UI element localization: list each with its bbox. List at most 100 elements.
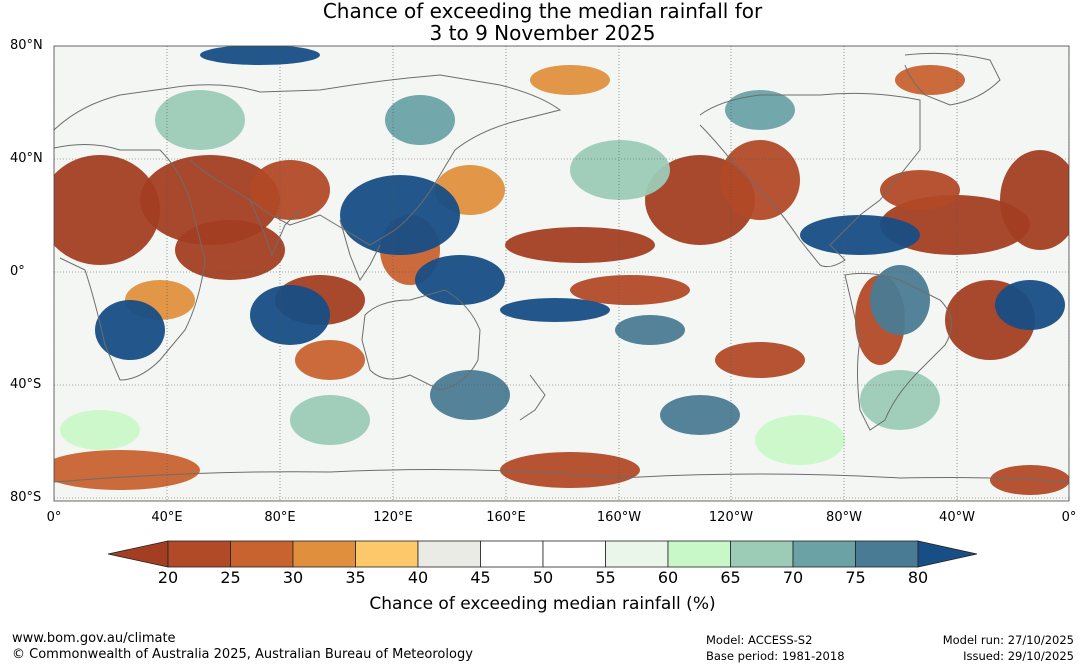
probability-region	[290, 395, 370, 445]
probability-region	[175, 220, 285, 280]
colorbar-segment	[292, 540, 356, 568]
coast-antarctica	[54, 469, 1069, 483]
colorbar-segment	[792, 540, 856, 568]
map-title: Chance of exceeding the median rainfall …	[0, 0, 1085, 44]
colorbar-tick-label: 60	[657, 568, 679, 587]
footer-model: Model: ACCESS-S2	[706, 633, 813, 647]
colorbar-tick-label: 55	[595, 568, 616, 587]
probability-region	[570, 140, 670, 200]
colorbar-tick-label: 65	[720, 568, 741, 587]
longitude-label: 40°E	[151, 510, 183, 525]
probability-region	[800, 215, 920, 255]
coast-south-america	[844, 272, 952, 431]
probability-region	[725, 90, 795, 130]
longitude-label: 0°	[46, 510, 62, 525]
probability-region	[250, 285, 330, 345]
colorbar-tick-label: 20	[157, 568, 179, 587]
coast-north-america	[699, 92, 921, 268]
longitude-label: 80°W	[826, 510, 862, 525]
probability-region	[570, 275, 690, 305]
probability-region	[60, 410, 140, 450]
colorbar-segment	[605, 540, 669, 568]
latitude-label: 80°N	[10, 38, 43, 53]
coast-india	[249, 199, 301, 257]
probability-region	[880, 170, 960, 210]
colorbar-high-arrow	[917, 540, 978, 568]
colorbar-tick-label: 75	[845, 568, 866, 587]
probability-region	[530, 65, 610, 95]
title-line-2: 3 to 9 November 2025	[429, 21, 656, 45]
latitude-label: 40°N	[10, 151, 43, 166]
colorbar-tick-label: 35	[345, 568, 366, 587]
footer-base-period: Base period: 1981-2018	[706, 649, 845, 663]
probability-region	[200, 46, 320, 65]
latitude-label: 40°S	[10, 377, 42, 392]
coast-greenland	[904, 52, 1001, 106]
colorbar-segment	[542, 540, 606, 568]
coast-se-asia	[339, 219, 381, 282]
footer-copyright: © Commonwealth of Australia 2025, Austra…	[12, 647, 473, 662]
colorbar-tick-label: 25	[220, 568, 241, 587]
probability-region	[54, 155, 160, 265]
colorbar-segment	[480, 540, 544, 568]
coast-africa	[54, 143, 206, 381]
map-plot-area	[54, 46, 1069, 501]
colorbar-tick-label: 80	[907, 568, 929, 587]
longitude-label: 120°E	[373, 510, 413, 525]
colorbar-segment	[355, 540, 419, 568]
coastlines	[54, 52, 1069, 483]
probability-region	[870, 265, 930, 335]
coast-australia	[361, 289, 481, 391]
probability-region	[155, 90, 245, 150]
colorbar	[107, 540, 978, 568]
colorbar-segment	[417, 540, 481, 568]
colorbar-tick-label: 70	[782, 568, 804, 587]
probability-region	[715, 342, 805, 378]
latitude-label: 80°S	[10, 490, 42, 505]
colorbar-segment	[167, 540, 231, 568]
longitude-label: 160°E	[486, 510, 526, 525]
probability-region	[990, 465, 1069, 495]
probability-region	[430, 370, 510, 420]
probability-region	[995, 280, 1065, 330]
colorbar-tick-label: 50	[532, 568, 554, 587]
colorbar-tick-label: 40	[407, 568, 429, 587]
longitude-label: 40°W	[939, 510, 975, 525]
colorbar-tick-label: 30	[282, 568, 304, 587]
probability-region	[860, 370, 940, 430]
coast-europe-asia	[54, 74, 562, 246]
title-line-1: Chance of exceeding the median rainfall …	[322, 0, 763, 23]
probability-region	[295, 340, 365, 380]
colorbar-tick-label: 45	[470, 568, 491, 587]
probability-region	[660, 395, 740, 435]
longitude-label: 160°W	[596, 510, 642, 525]
probability-region	[340, 175, 460, 255]
colorbar-segment	[667, 540, 731, 568]
probability-region	[500, 298, 610, 322]
colorbar-title: Chance of exceeding median rainfall (%)	[369, 594, 716, 614]
probability-region	[615, 315, 685, 345]
footer-model-run: Model run: 27/10/2025	[942, 633, 1074, 647]
colorbar-segment	[855, 540, 919, 568]
map-frame	[53, 45, 1070, 502]
probability-region	[1000, 150, 1069, 250]
footer-issued: Issued: 29/10/2025	[963, 649, 1074, 663]
probability-region	[385, 95, 455, 145]
probability-region	[755, 415, 845, 465]
graticule	[54, 46, 1069, 501]
probability-region	[95, 300, 165, 360]
colorbar-low-arrow	[107, 540, 169, 568]
probability-region	[54, 450, 200, 490]
footer-url: www.bom.gov.au/climate	[12, 631, 176, 646]
probability-region	[250, 160, 330, 220]
probability-region	[505, 227, 655, 263]
probability-regions	[54, 46, 1069, 495]
longitude-label: 120°W	[708, 510, 754, 525]
longitude-label: 80°E	[264, 510, 296, 525]
longitude-label: 0°	[1061, 510, 1077, 525]
colorbar-segment	[230, 540, 294, 568]
probability-region	[895, 65, 965, 95]
probability-region	[415, 255, 505, 305]
probability-region	[720, 140, 800, 220]
